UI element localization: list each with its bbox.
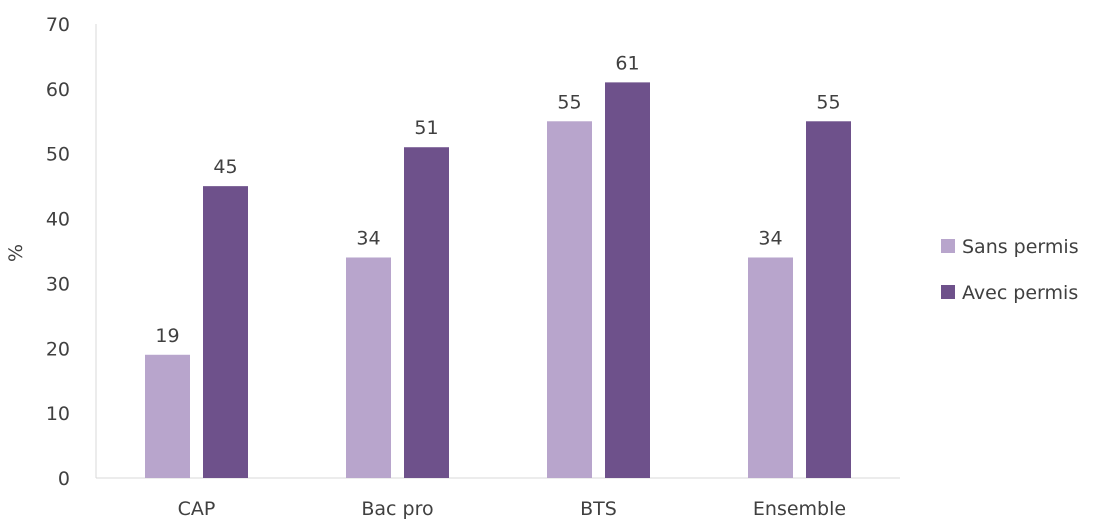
legend-label: Avec permis: [962, 282, 1078, 304]
x-category-label: CAP: [178, 498, 216, 520]
y-tick-label: 0: [58, 468, 70, 490]
y-tick-label: 10: [46, 403, 70, 425]
y-tick-label: 50: [46, 144, 70, 166]
bar-sans-permis: [748, 257, 793, 478]
data-label: 34: [356, 227, 380, 249]
y-tick-label: 30: [46, 273, 70, 295]
y-tick-label: 40: [46, 209, 70, 231]
y-tick-label: 20: [46, 338, 70, 360]
y-axis-label: %: [5, 244, 27, 262]
bar-avec-permis: [203, 186, 248, 478]
y-axis-ticks: 0 10 20 30 40 50 60 70: [46, 14, 70, 490]
legend-swatch: [941, 285, 955, 299]
legend: Sans permis Avec permis: [941, 236, 1079, 304]
y-tick-label: 70: [46, 14, 70, 36]
y-tick-label: 60: [46, 79, 70, 101]
legend-swatch: [941, 239, 955, 253]
bar-sans-permis: [145, 354, 190, 478]
category-labels: CAP Bac pro BTS Ensemble: [178, 498, 846, 520]
bar-avec-permis: [605, 82, 650, 478]
x-category-label: Ensemble: [753, 498, 846, 520]
bars-group: 19 45 34 51 55 61 34 55: [145, 52, 851, 479]
x-category-label: Bac pro: [361, 498, 433, 520]
data-label: 34: [758, 227, 782, 249]
bar-avec-permis: [404, 147, 449, 478]
data-label: 61: [615, 52, 639, 74]
x-category-label: BTS: [580, 498, 617, 520]
bar-sans-permis: [346, 257, 391, 478]
bar-sans-permis: [547, 121, 592, 479]
legend-label: Sans permis: [962, 236, 1079, 258]
data-label: 19: [155, 325, 179, 347]
data-label: 55: [557, 91, 581, 113]
data-label: 55: [816, 91, 840, 113]
data-label: 45: [213, 156, 237, 178]
bar-avec-permis: [806, 121, 851, 479]
data-label: 51: [414, 117, 438, 139]
